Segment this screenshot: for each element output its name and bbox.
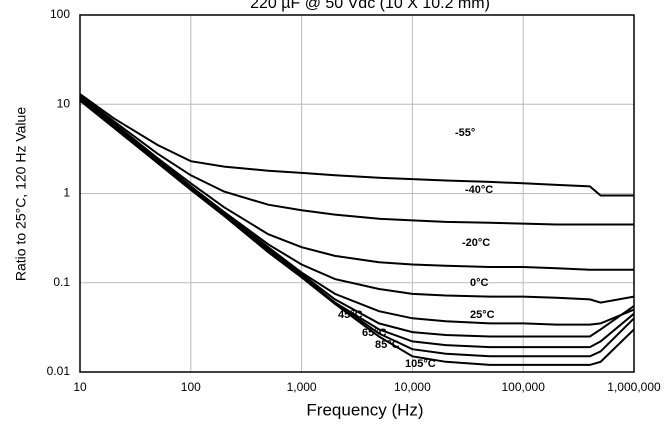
- series-label: 25°C: [470, 309, 495, 321]
- series-line: [79, 99, 635, 366]
- x-axis-label: Frequency (Hz): [306, 400, 423, 419]
- series-line: [79, 96, 635, 326]
- series-label: 0°C: [470, 277, 489, 289]
- series-label: -55°: [455, 127, 475, 139]
- series-line: [79, 96, 635, 338]
- series-line: [79, 96, 635, 304]
- x-tick-label: 1,000,000: [607, 380, 661, 394]
- plot-frame: [79, 14, 635, 373]
- y-tick-label: 100: [50, 7, 70, 21]
- series-label: -20°C: [462, 237, 490, 249]
- chart-title: 220 µF @ 50 Vdc (10 X 10.2 mm): [250, 0, 490, 12]
- x-tick-label: 1,000: [287, 380, 317, 394]
- series-label: 105°C: [405, 358, 436, 370]
- x-tick-label: 10,000: [394, 380, 431, 394]
- series-label: -40°C: [465, 184, 493, 196]
- x-tick-label: 100: [181, 380, 201, 394]
- y-tick-label: 0.1: [53, 275, 70, 289]
- x-tick-label: 100,000: [502, 380, 546, 394]
- y-tick-label: 10: [57, 96, 71, 110]
- x-tick-label: 10: [73, 380, 87, 394]
- y-axis-label: Ratio to 25°C, 120 Hz Value: [13, 107, 29, 281]
- y-tick-label: 0.01: [47, 364, 71, 378]
- series-line: [79, 98, 635, 358]
- y-tick-label: 1: [63, 186, 70, 200]
- series-label: 85°C: [375, 339, 400, 351]
- series-line: [79, 96, 634, 271]
- series-line: [79, 93, 634, 197]
- series-line: [79, 94, 634, 226]
